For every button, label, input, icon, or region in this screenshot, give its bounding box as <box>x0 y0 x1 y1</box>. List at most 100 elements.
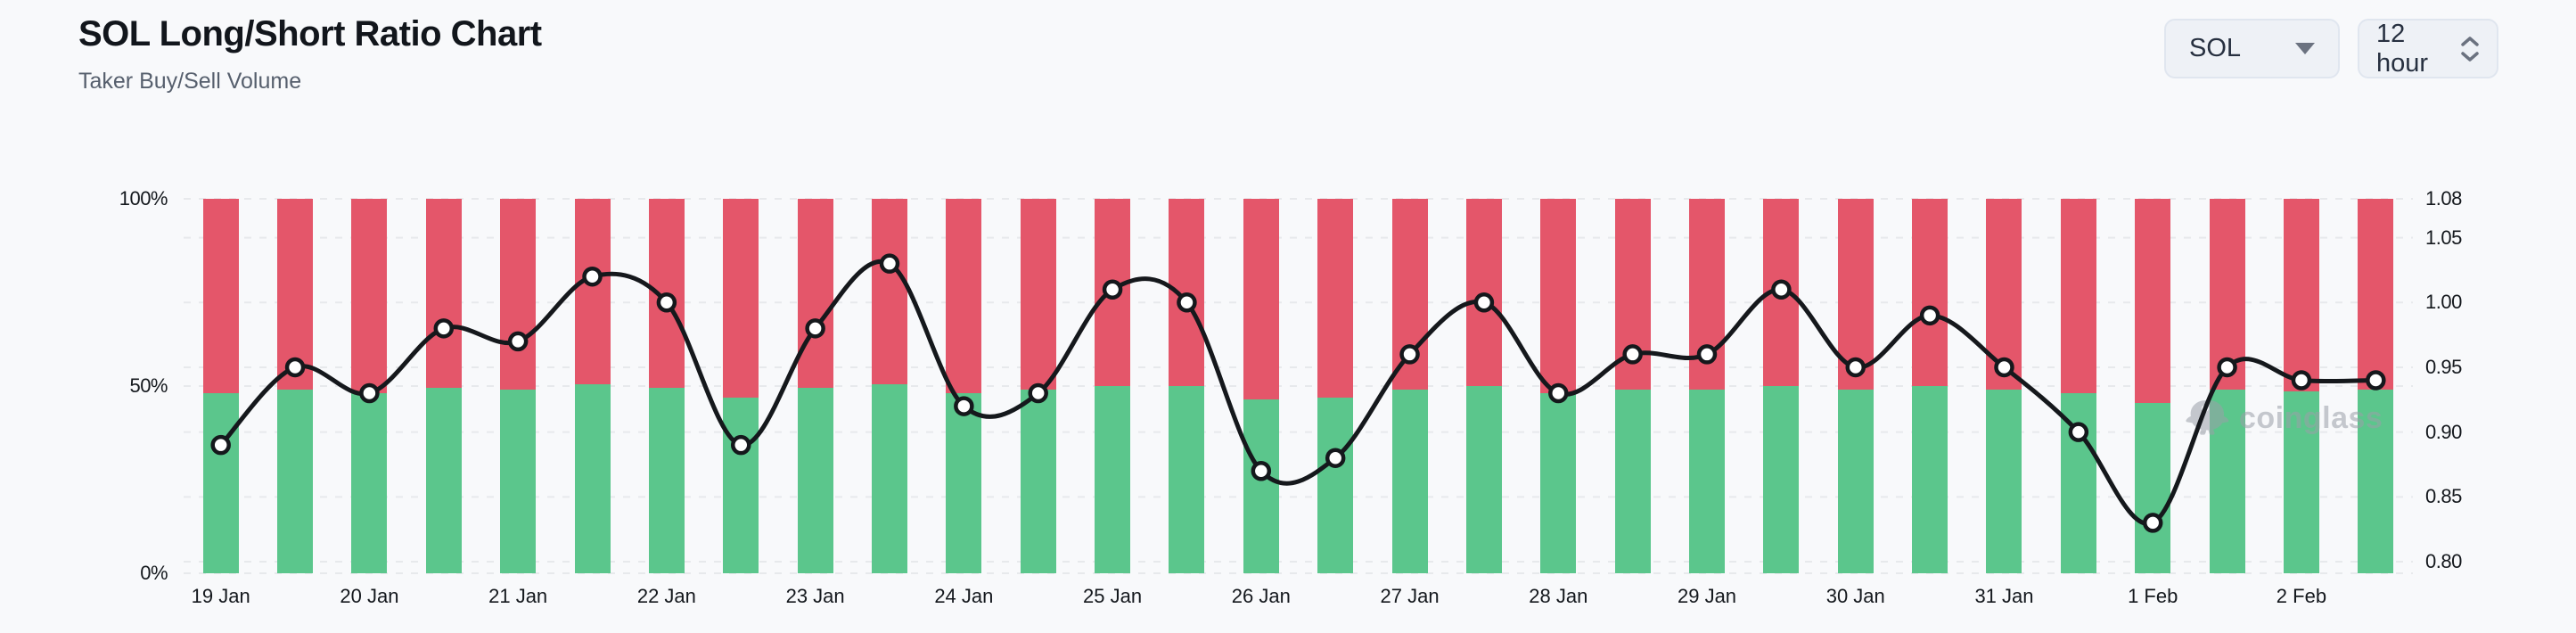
ratio-point-marker[interactable] <box>1548 382 1569 404</box>
sell-volume-bar[interactable] <box>1689 199 1726 390</box>
sell-volume-bar[interactable] <box>648 199 685 389</box>
sell-volume-bar[interactable] <box>1243 199 1279 399</box>
buy-volume-bar[interactable] <box>2135 402 2171 573</box>
ratio-point-marker[interactable] <box>1622 344 1643 365</box>
ratio-point-marker[interactable] <box>1251 461 1272 481</box>
buy-volume-bar[interactable] <box>1169 386 1205 573</box>
sell-volume-bar[interactable] <box>1095 199 1131 386</box>
interval-select[interactable]: 12 hour <box>2358 19 2498 78</box>
ratio-point-marker[interactable] <box>2291 370 2312 390</box>
buy-volume-bar[interactable] <box>1689 390 1726 573</box>
sell-volume-bar[interactable] <box>723 199 759 398</box>
buy-volume-bar[interactable] <box>500 390 537 573</box>
buy-volume-bar[interactable] <box>574 383 611 573</box>
ratio-point-marker[interactable] <box>805 318 825 339</box>
sell-volume-bar[interactable] <box>1763 199 1800 386</box>
sell-volume-bar[interactable] <box>1465 199 1502 386</box>
buy-volume-bar[interactable] <box>2283 391 2319 573</box>
buy-volume-bar[interactable] <box>1912 386 1948 573</box>
ratio-point-marker[interactable] <box>2217 357 2237 378</box>
sell-volume-bar[interactable] <box>1837 199 1874 390</box>
ratio-point-marker[interactable] <box>1696 344 1718 365</box>
buy-volume-bar[interactable] <box>2060 393 2096 573</box>
ratio-point-marker[interactable] <box>954 396 974 416</box>
sell-volume-bar[interactable] <box>2209 199 2245 390</box>
sell-volume-bar[interactable] <box>1020 199 1056 390</box>
sell-volume-bar[interactable] <box>871 199 907 384</box>
sell-volume-bar[interactable] <box>1317 199 1354 398</box>
sell-volume-bar[interactable] <box>202 199 239 394</box>
ratio-point-marker[interactable] <box>1473 292 1495 313</box>
buy-volume-bar[interactable] <box>871 383 907 573</box>
sell-volume-bar[interactable] <box>1614 199 1651 390</box>
ratio-point-marker[interactable] <box>582 266 603 287</box>
ratio-point-marker[interactable] <box>284 357 306 378</box>
ratio-point-marker[interactable] <box>1845 357 1866 378</box>
buy-volume-bar[interactable] <box>2358 390 2394 573</box>
turtle-logo-icon <box>2186 400 2229 435</box>
ratio-point-marker[interactable] <box>359 382 380 404</box>
ratio-point-marker[interactable] <box>1994 357 2014 378</box>
sell-volume-bar[interactable] <box>2135 199 2171 403</box>
ratio-point-marker[interactable] <box>2142 513 2163 533</box>
watermark-text: coinglass <box>2239 400 2383 435</box>
symbol-select[interactable]: SOL <box>2164 19 2340 78</box>
sell-volume-bar[interactable] <box>2060 199 2096 394</box>
x-axis-label: 29 Jan <box>1677 585 1737 607</box>
right-axis-tick: 0.95 <box>2425 355 2462 378</box>
buy-volume-bar[interactable] <box>277 390 314 573</box>
ratio-point-marker[interactable] <box>1177 292 1197 313</box>
x-axis-label: 23 Jan <box>785 585 845 607</box>
sell-volume-bar[interactable] <box>2358 199 2394 390</box>
buy-volume-bar[interactable] <box>648 388 685 573</box>
buy-volume-bar[interactable] <box>1763 386 1800 573</box>
sell-volume-bar[interactable] <box>574 199 611 384</box>
buy-volume-bar[interactable] <box>1391 390 1428 573</box>
sell-volume-bar[interactable] <box>946 199 982 394</box>
buy-volume-bar[interactable] <box>1243 399 1279 573</box>
buy-volume-bar[interactable] <box>425 388 462 573</box>
buy-volume-bar[interactable] <box>1465 386 1502 573</box>
buy-volume-bar[interactable] <box>202 393 239 573</box>
ratio-point-marker[interactable] <box>1919 305 1940 326</box>
ratio-point-marker[interactable] <box>2366 370 2386 390</box>
ratio-point-marker[interactable] <box>210 434 231 456</box>
buy-volume-bar[interactable] <box>2209 390 2245 573</box>
buy-volume-bar[interactable] <box>1020 390 1056 573</box>
buy-volume-bar[interactable] <box>797 388 833 573</box>
ratio-point-marker[interactable] <box>656 292 677 313</box>
buy-volume-bar[interactable] <box>946 393 982 573</box>
sell-volume-bar[interactable] <box>2283 199 2319 392</box>
buy-volume-bar[interactable] <box>1986 390 2022 573</box>
ratio-point-marker[interactable] <box>433 318 455 339</box>
ratio-point-marker[interactable] <box>1325 448 1346 468</box>
sell-volume-bar[interactable] <box>425 199 462 389</box>
sell-volume-bar[interactable] <box>500 199 537 390</box>
sell-volume-bar[interactable] <box>1169 199 1205 386</box>
ratio-point-marker[interactable] <box>879 253 900 274</box>
ratio-point-marker[interactable] <box>507 331 529 352</box>
ratio-point-marker[interactable] <box>1028 382 1048 404</box>
buy-volume-bar[interactable] <box>1317 397 1354 573</box>
ratio-point-marker[interactable] <box>1771 279 1792 300</box>
sell-volume-bar[interactable] <box>1391 199 1428 390</box>
buy-volume-bar[interactable] <box>1540 393 1577 573</box>
sell-volume-bar[interactable] <box>1912 199 1948 386</box>
x-axis-label: 30 Jan <box>1825 585 1885 607</box>
sell-volume-bar[interactable] <box>1540 199 1577 394</box>
x-axis-label: 19 Jan <box>191 585 250 607</box>
buy-volume-bar[interactable] <box>351 393 388 573</box>
ratio-point-marker[interactable] <box>731 434 751 456</box>
sell-volume-bar[interactable] <box>1986 199 2022 390</box>
sell-volume-bar[interactable] <box>797 199 833 389</box>
ratio-point-marker[interactable] <box>1399 344 1420 365</box>
ratio-point-marker[interactable] <box>1102 279 1123 300</box>
buy-volume-bar[interactable] <box>1095 386 1131 573</box>
buy-volume-bar[interactable] <box>1837 390 1874 573</box>
ratio-point-marker[interactable] <box>2068 422 2089 442</box>
sell-volume-bar[interactable] <box>277 199 314 390</box>
buy-volume-bar[interactable] <box>723 397 759 573</box>
buy-volume-bar[interactable] <box>1614 390 1651 573</box>
sell-volume-bar[interactable] <box>351 199 388 394</box>
